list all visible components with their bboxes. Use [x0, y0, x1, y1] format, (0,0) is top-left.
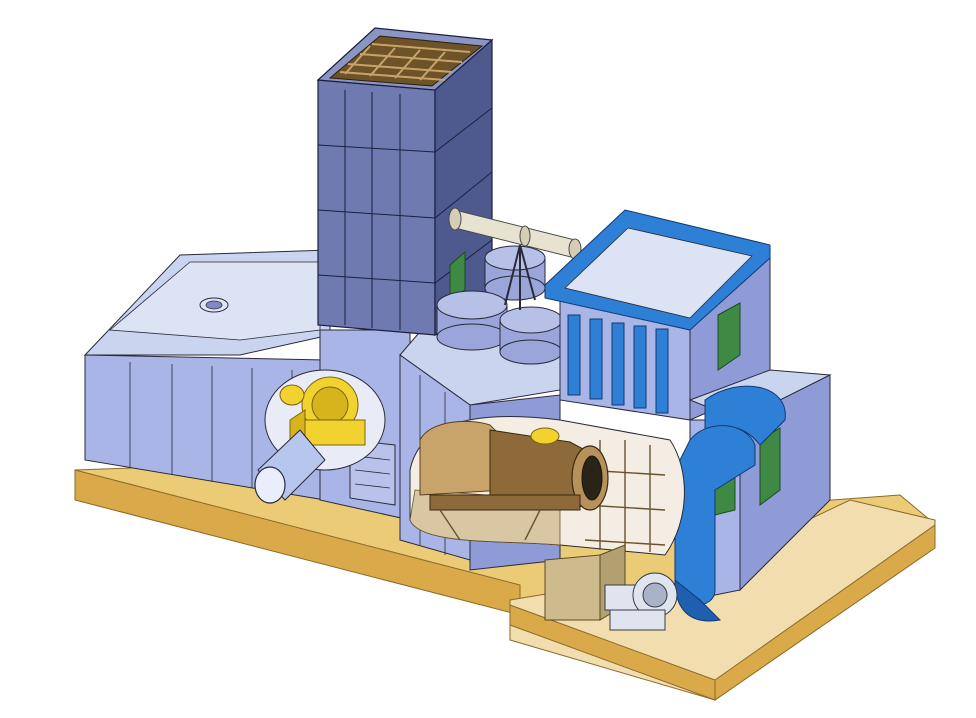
gearbox-base	[299, 419, 366, 446]
lifting-tripod	[504, 244, 536, 310]
exhaust-duct	[674, 385, 786, 622]
cylinder-back	[484, 245, 546, 301]
exhaust-module	[544, 209, 771, 421]
blower-unit	[544, 544, 678, 631]
exhaust-louver-panels	[567, 314, 669, 414]
pipe-flange-mid	[519, 225, 531, 247]
exhaust-module-green-door	[717, 302, 741, 371]
tower-front	[317, 79, 436, 336]
gearbox-motor	[279, 384, 305, 406]
intake-pipe-mouth	[254, 466, 286, 504]
blower-stand	[609, 609, 666, 631]
gearbox-cutaway	[254, 369, 386, 504]
silencer-cylinders	[436, 244, 563, 365]
cylinder-right	[499, 306, 563, 365]
pipe-flange-left	[448, 207, 462, 231]
foundation-pad-right-side	[714, 524, 936, 701]
turbine-skid	[429, 494, 581, 511]
turbine-cutaway	[409, 416, 685, 556]
blower-support-box	[544, 554, 601, 621]
turbine-combustor	[530, 427, 560, 445]
exhaust-module-frame-inner	[564, 227, 753, 319]
inlet-filter-tower	[316, 27, 494, 337]
cylinder-left	[436, 290, 508, 351]
tower-green-hatch	[449, 250, 466, 301]
